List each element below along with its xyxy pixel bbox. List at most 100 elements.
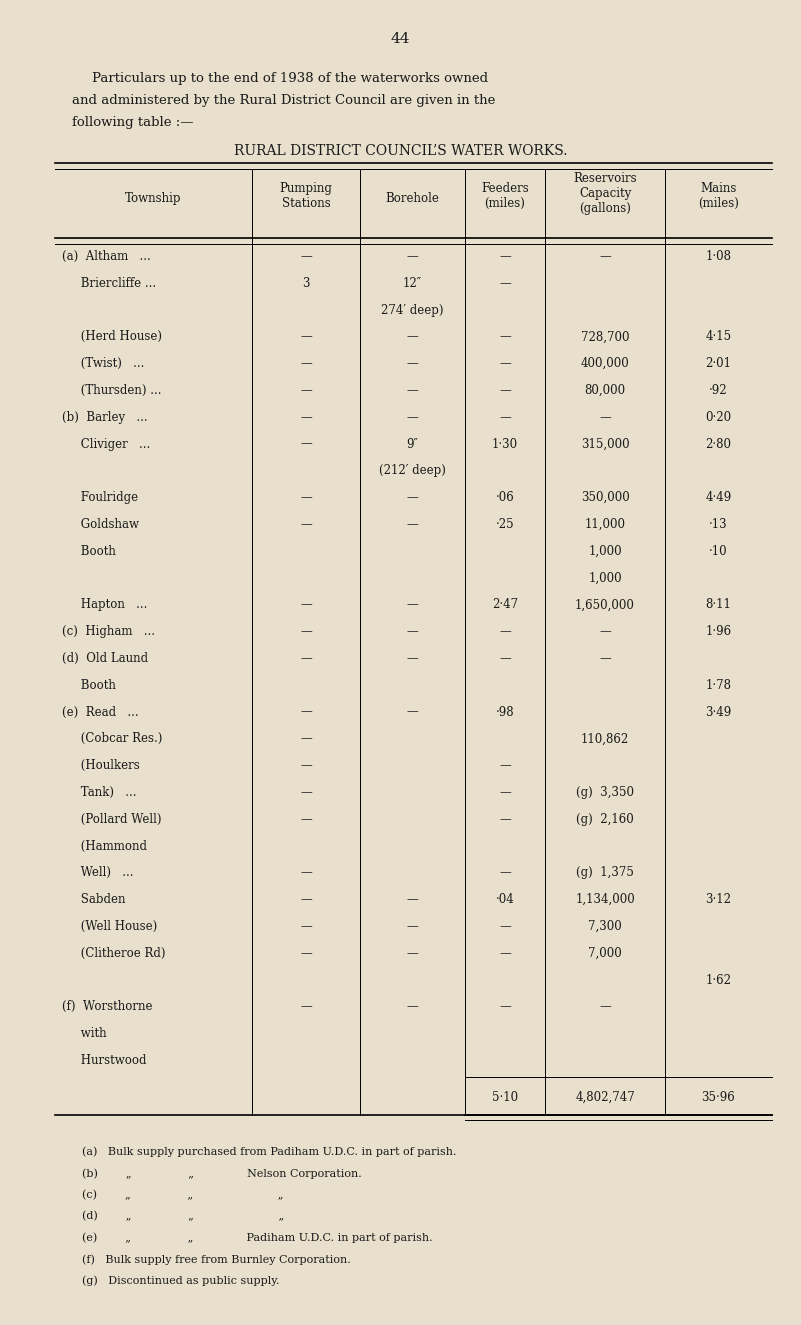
Text: 3: 3: [302, 277, 310, 290]
Text: —: —: [300, 947, 312, 959]
Text: —: —: [499, 867, 511, 880]
Text: —: —: [407, 492, 418, 505]
Text: 2·80: 2·80: [706, 437, 731, 450]
Text: 1·08: 1·08: [706, 250, 731, 262]
Text: 80,000: 80,000: [585, 384, 626, 398]
Text: Cliviger   ...: Cliviger ...: [62, 437, 151, 450]
Text: 8·11: 8·11: [706, 599, 731, 611]
Text: Booth: Booth: [62, 545, 116, 558]
Text: (212′ deep): (212′ deep): [379, 464, 446, 477]
Text: (c)  Higham   ...: (c) Higham ...: [62, 625, 155, 639]
Text: —: —: [499, 652, 511, 665]
Text: Borehole: Borehole: [385, 192, 440, 205]
Text: —: —: [499, 384, 511, 398]
Text: —: —: [300, 733, 312, 746]
Text: ·25: ·25: [496, 518, 514, 531]
Text: Hurstwood: Hurstwood: [62, 1053, 147, 1067]
Text: —: —: [407, 384, 418, 398]
Text: 1,134,000: 1,134,000: [575, 893, 635, 906]
Text: (Hammond: (Hammond: [62, 840, 147, 852]
Text: (Clitheroe Rd): (Clitheroe Rd): [62, 947, 166, 959]
Text: —: —: [300, 599, 312, 611]
Text: 2·01: 2·01: [706, 358, 731, 370]
Text: —: —: [407, 411, 418, 424]
Text: 4·15: 4·15: [706, 330, 731, 343]
Text: —: —: [300, 812, 312, 825]
Text: —: —: [599, 652, 611, 665]
Text: ·98: ·98: [496, 706, 514, 718]
Text: (d)        „              „                      „: (d) „ „ „: [82, 1211, 284, 1222]
Text: 274′ deep): 274′ deep): [381, 303, 444, 317]
Text: —: —: [499, 250, 511, 262]
Text: (g)  1,375: (g) 1,375: [576, 867, 634, 880]
Text: —: —: [407, 599, 418, 611]
Text: —: —: [300, 920, 312, 933]
Text: —: —: [407, 893, 418, 906]
Text: 3·12: 3·12: [706, 893, 731, 906]
Text: 11,000: 11,000: [585, 518, 626, 531]
Text: 1,000: 1,000: [588, 545, 622, 558]
Text: following table :—: following table :—: [72, 117, 194, 129]
Text: (Herd House): (Herd House): [62, 330, 162, 343]
Text: (g)  3,350: (g) 3,350: [576, 786, 634, 799]
Text: —: —: [300, 652, 312, 665]
Text: (Houlkers: (Houlkers: [62, 759, 139, 772]
Text: (a)  Altham   ...: (a) Altham ...: [62, 250, 151, 262]
Text: (f)   Bulk supply free from Burnley Corporation.: (f) Bulk supply free from Burnley Corpor…: [82, 1255, 351, 1265]
Text: (b)        „              „             Nelson Corporation.: (b) „ „ Nelson Corporation.: [82, 1169, 362, 1179]
Text: 1,650,000: 1,650,000: [575, 599, 635, 611]
Text: 44: 44: [391, 32, 410, 46]
Text: —: —: [499, 786, 511, 799]
Text: —: —: [300, 786, 312, 799]
Text: —: —: [407, 920, 418, 933]
Text: —: —: [407, 330, 418, 343]
Text: (Twist)   ...: (Twist) ...: [62, 358, 144, 370]
Text: (e)        „              „             Padiham U.D.C. in part of parish.: (e) „ „ Padiham U.D.C. in part of parish…: [82, 1232, 433, 1243]
Text: ·06: ·06: [496, 492, 514, 505]
Text: —: —: [599, 250, 611, 262]
Text: —: —: [499, 759, 511, 772]
Text: (e)  Read   ...: (e) Read ...: [62, 706, 139, 718]
Text: 2·47: 2·47: [492, 599, 518, 611]
Text: Tank)   ...: Tank) ...: [62, 786, 136, 799]
Text: ·04: ·04: [496, 893, 514, 906]
Text: 5·10: 5·10: [492, 1090, 518, 1104]
Text: Hapton   ...: Hapton ...: [62, 599, 147, 611]
Text: —: —: [499, 625, 511, 639]
Text: 1·62: 1·62: [706, 974, 731, 987]
Text: —: —: [599, 1000, 611, 1014]
Text: —: —: [300, 384, 312, 398]
Text: 1·30: 1·30: [492, 437, 518, 450]
Text: —: —: [407, 706, 418, 718]
Text: (Well House): (Well House): [62, 920, 157, 933]
Text: Booth: Booth: [62, 678, 116, 692]
Text: —: —: [499, 1000, 511, 1014]
Text: Pumping
Stations: Pumping Stations: [280, 182, 332, 209]
Text: Well)   ...: Well) ...: [62, 867, 134, 880]
Text: (Pollard Well): (Pollard Well): [62, 812, 162, 825]
Text: 7,000: 7,000: [588, 947, 622, 959]
Text: 1,000: 1,000: [588, 571, 622, 584]
Text: —: —: [599, 625, 611, 639]
Text: —: —: [300, 867, 312, 880]
Text: 12″: 12″: [403, 277, 422, 290]
Text: —: —: [300, 437, 312, 450]
Text: (d)  Old Laund: (d) Old Laund: [62, 652, 148, 665]
Text: and administered by the Rural District Council are given in the: and administered by the Rural District C…: [72, 94, 495, 107]
Text: 3·49: 3·49: [706, 706, 731, 718]
Text: —: —: [499, 920, 511, 933]
Text: —: —: [300, 1000, 312, 1014]
Text: —: —: [300, 358, 312, 370]
Text: —: —: [300, 625, 312, 639]
Text: (a)   Bulk supply purchased from Padiham U.D.C. in part of parish.: (a) Bulk supply purchased from Padiham U…: [82, 1147, 457, 1157]
Text: 1·78: 1·78: [706, 678, 731, 692]
Text: Goldshaw: Goldshaw: [62, 518, 139, 531]
Text: 9″: 9″: [407, 437, 418, 450]
Text: Particulars up to the end of 1938 of the waterworks owned: Particulars up to the end of 1938 of the…: [92, 72, 488, 85]
Text: Township: Township: [125, 192, 182, 205]
Text: (Cobcar Res.): (Cobcar Res.): [62, 733, 163, 746]
Text: 110,862: 110,862: [581, 733, 629, 746]
Text: —: —: [300, 492, 312, 505]
Text: Reservoirs
Capacity
(gallons): Reservoirs Capacity (gallons): [574, 172, 637, 215]
Text: ·10: ·10: [709, 545, 728, 558]
